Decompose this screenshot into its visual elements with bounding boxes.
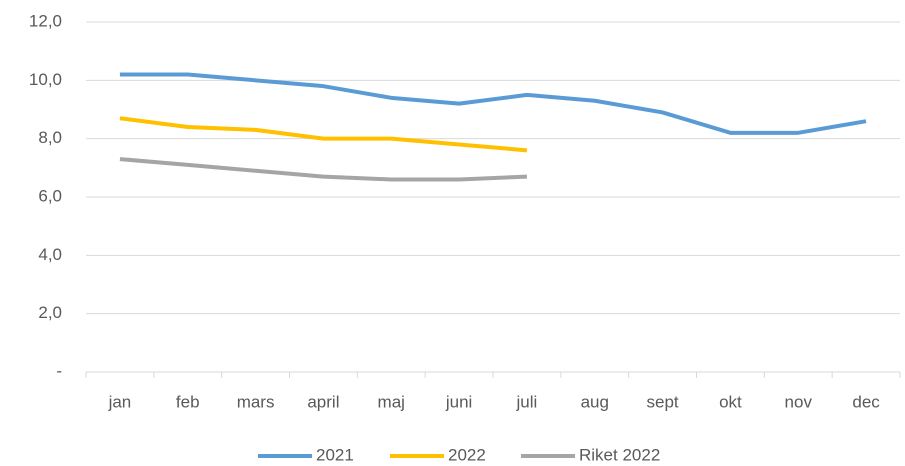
line-series	[119, 72, 867, 135]
legend-label: 2022	[448, 445, 486, 464]
legend-label: Riket 2022	[579, 445, 660, 464]
x-tick-label: nov	[785, 392, 813, 411]
x-tick-label: maj	[378, 392, 405, 411]
y-tick-label: 8,0	[38, 128, 62, 147]
y-tick-label: 4,0	[38, 245, 62, 264]
x-tick-label: sept	[647, 392, 679, 411]
y-tick-label: 2,0	[38, 303, 62, 322]
x-tick-label: feb	[176, 392, 200, 411]
y-tick-label: -	[56, 361, 62, 380]
x-tick-label: april	[307, 392, 339, 411]
x-tick-label: okt	[719, 392, 742, 411]
x-tick-label: juni	[445, 392, 472, 411]
x-tick-label: aug	[581, 392, 609, 411]
x-tick-label: juli	[516, 392, 538, 411]
y-tick-label: 10,0	[29, 70, 62, 89]
line-series	[119, 157, 528, 182]
x-tick-label: jan	[108, 392, 132, 411]
line-series	[119, 116, 528, 153]
y-tick-label: 6,0	[38, 186, 62, 205]
x-tick-label: dec	[852, 392, 880, 411]
x-tick-label: mars	[237, 392, 275, 411]
y-tick-label: 12,0	[29, 11, 62, 30]
legend-label: 2021	[316, 445, 354, 464]
